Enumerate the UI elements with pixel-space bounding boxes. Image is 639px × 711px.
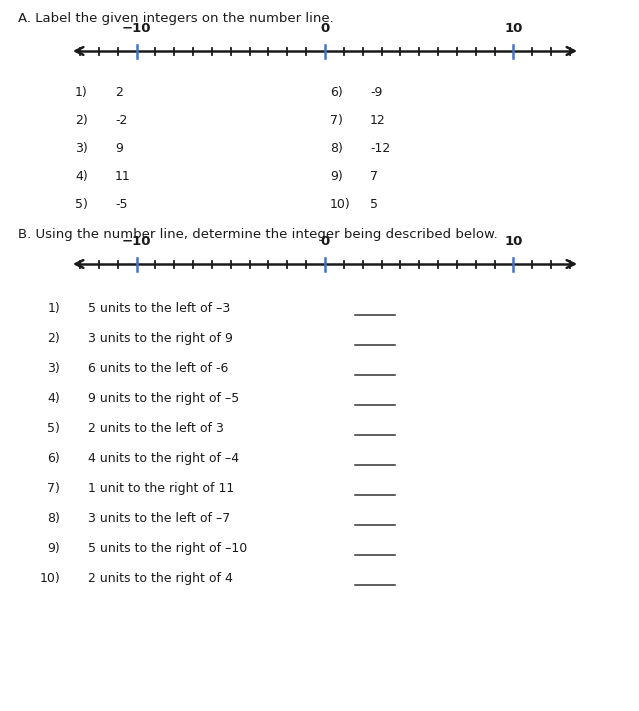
Text: 1): 1) xyxy=(75,86,88,99)
Text: 2 units to the left of 3: 2 units to the left of 3 xyxy=(88,422,224,435)
Text: B. Using the number line, determine the integer being described below.: B. Using the number line, determine the … xyxy=(18,228,498,241)
Text: 9: 9 xyxy=(115,142,123,155)
Text: 5 units to the right of –10: 5 units to the right of –10 xyxy=(88,542,247,555)
Text: 0: 0 xyxy=(320,22,330,35)
Text: 9): 9) xyxy=(47,542,60,555)
Text: A. Label the given integers on the number line.: A. Label the given integers on the numbe… xyxy=(18,12,334,25)
Text: -2: -2 xyxy=(115,114,127,127)
Text: 5 units to the left of –3: 5 units to the left of –3 xyxy=(88,302,230,315)
Text: 3 units to the right of 9: 3 units to the right of 9 xyxy=(88,332,233,345)
Text: 12: 12 xyxy=(370,114,386,127)
Text: 3): 3) xyxy=(75,142,88,155)
Text: 5): 5) xyxy=(47,422,60,435)
Text: -5: -5 xyxy=(115,198,128,211)
Text: 2: 2 xyxy=(115,86,123,99)
Text: 8): 8) xyxy=(330,142,343,155)
Text: 0: 0 xyxy=(320,235,330,248)
Text: 11: 11 xyxy=(115,170,131,183)
Text: 10: 10 xyxy=(504,235,523,248)
Text: 3): 3) xyxy=(47,362,60,375)
Text: 4): 4) xyxy=(75,170,88,183)
Text: 7): 7) xyxy=(47,482,60,495)
Text: 9 units to the right of –5: 9 units to the right of –5 xyxy=(88,392,239,405)
Text: 9): 9) xyxy=(330,170,343,183)
Text: 8): 8) xyxy=(47,512,60,525)
Text: 7: 7 xyxy=(370,170,378,183)
Text: 4): 4) xyxy=(47,392,60,405)
Text: 1): 1) xyxy=(47,302,60,315)
Text: 10: 10 xyxy=(504,22,523,35)
Text: 3 units to the left of –7: 3 units to the left of –7 xyxy=(88,512,230,525)
Text: 2): 2) xyxy=(75,114,88,127)
Text: −10: −10 xyxy=(122,22,151,35)
Text: 4 units to the right of –4: 4 units to the right of –4 xyxy=(88,452,239,465)
Text: 5): 5) xyxy=(75,198,88,211)
Text: 6): 6) xyxy=(330,86,343,99)
Text: 2 units to the right of 4: 2 units to the right of 4 xyxy=(88,572,233,585)
Text: 6): 6) xyxy=(47,452,60,465)
Text: 1 unit to the right of 11: 1 unit to the right of 11 xyxy=(88,482,235,495)
Text: -12: -12 xyxy=(370,142,390,155)
Text: 5: 5 xyxy=(370,198,378,211)
Text: 10): 10) xyxy=(330,198,351,211)
Text: 2): 2) xyxy=(47,332,60,345)
Text: 6 units to the left of -6: 6 units to the left of -6 xyxy=(88,362,228,375)
Text: -9: -9 xyxy=(370,86,382,99)
Text: −10: −10 xyxy=(122,235,151,248)
Text: 7): 7) xyxy=(330,114,343,127)
Text: 10): 10) xyxy=(39,572,60,585)
